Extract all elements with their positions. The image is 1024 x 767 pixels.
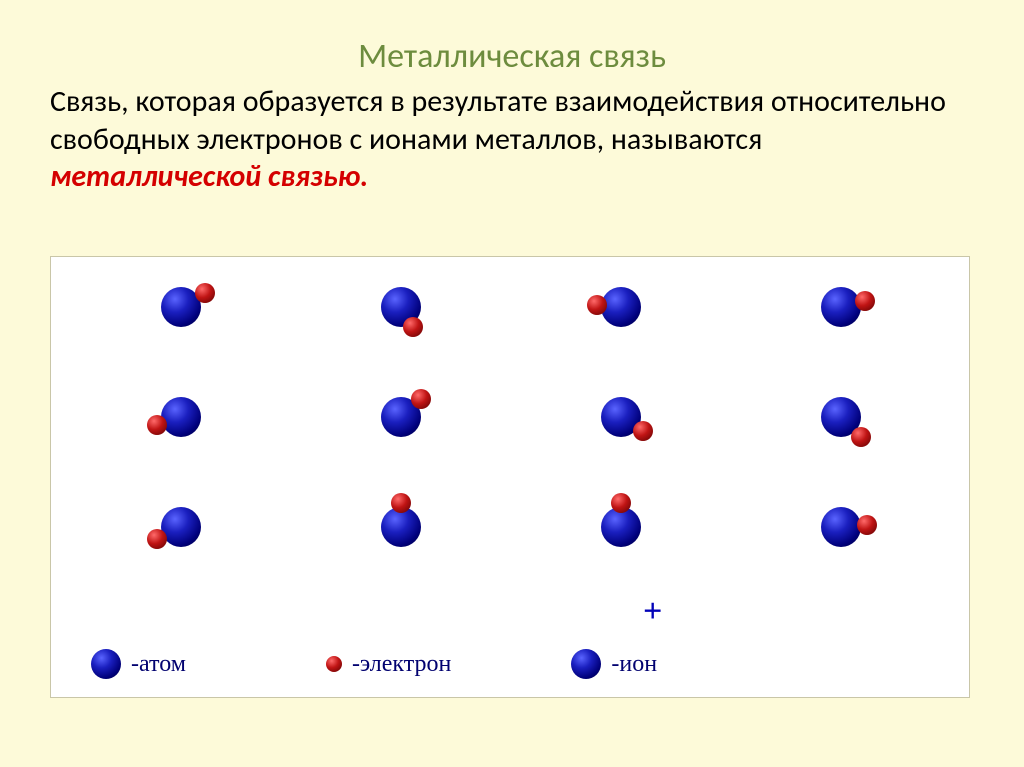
electron-sphere xyxy=(857,515,877,535)
ion-sphere xyxy=(821,507,861,547)
atom-icon xyxy=(91,649,121,679)
ion-sphere xyxy=(601,507,641,547)
electron-sphere xyxy=(391,493,411,513)
electron-sphere xyxy=(147,529,167,549)
electron-sphere xyxy=(633,421,653,441)
electron-sphere xyxy=(147,415,167,435)
ion-plus-sign: + xyxy=(643,593,662,631)
electron-sphere xyxy=(851,427,871,447)
definition-text: Связь, которая образуется в результате в… xyxy=(0,77,1024,196)
ion-sphere xyxy=(161,507,201,547)
ion-sphere xyxy=(821,287,861,327)
electron-sphere xyxy=(855,291,875,311)
slide: Металлическая связь Связь, которая образ… xyxy=(0,0,1024,767)
electron-sphere xyxy=(403,317,423,337)
legend-atom-label: -атом xyxy=(131,651,186,678)
electron-sphere xyxy=(411,389,431,409)
ion-sphere xyxy=(161,397,201,437)
legend-electron-label: -электрон xyxy=(352,651,451,678)
legend-ion-label: -ион xyxy=(611,651,657,678)
legend: -атом -электрон -ион xyxy=(51,649,969,679)
legend-atom: -атом xyxy=(91,649,186,679)
ion-sphere xyxy=(601,287,641,327)
electron-sphere xyxy=(587,295,607,315)
metallic-bond-diagram: + -атом -электрон -ион xyxy=(50,256,970,698)
definition-highlight: металлической связью. xyxy=(50,158,368,195)
definition-plain: Связь, которая образуется в результате в… xyxy=(50,83,946,158)
electron-sphere xyxy=(611,493,631,513)
electron-icon xyxy=(326,656,342,672)
legend-ion: -ион xyxy=(571,649,657,679)
legend-electron: -электрон xyxy=(326,651,451,678)
electron-sphere xyxy=(195,283,215,303)
ion-sphere xyxy=(381,507,421,547)
slide-title: Металлическая связь xyxy=(0,0,1024,77)
ion-icon xyxy=(571,649,601,679)
